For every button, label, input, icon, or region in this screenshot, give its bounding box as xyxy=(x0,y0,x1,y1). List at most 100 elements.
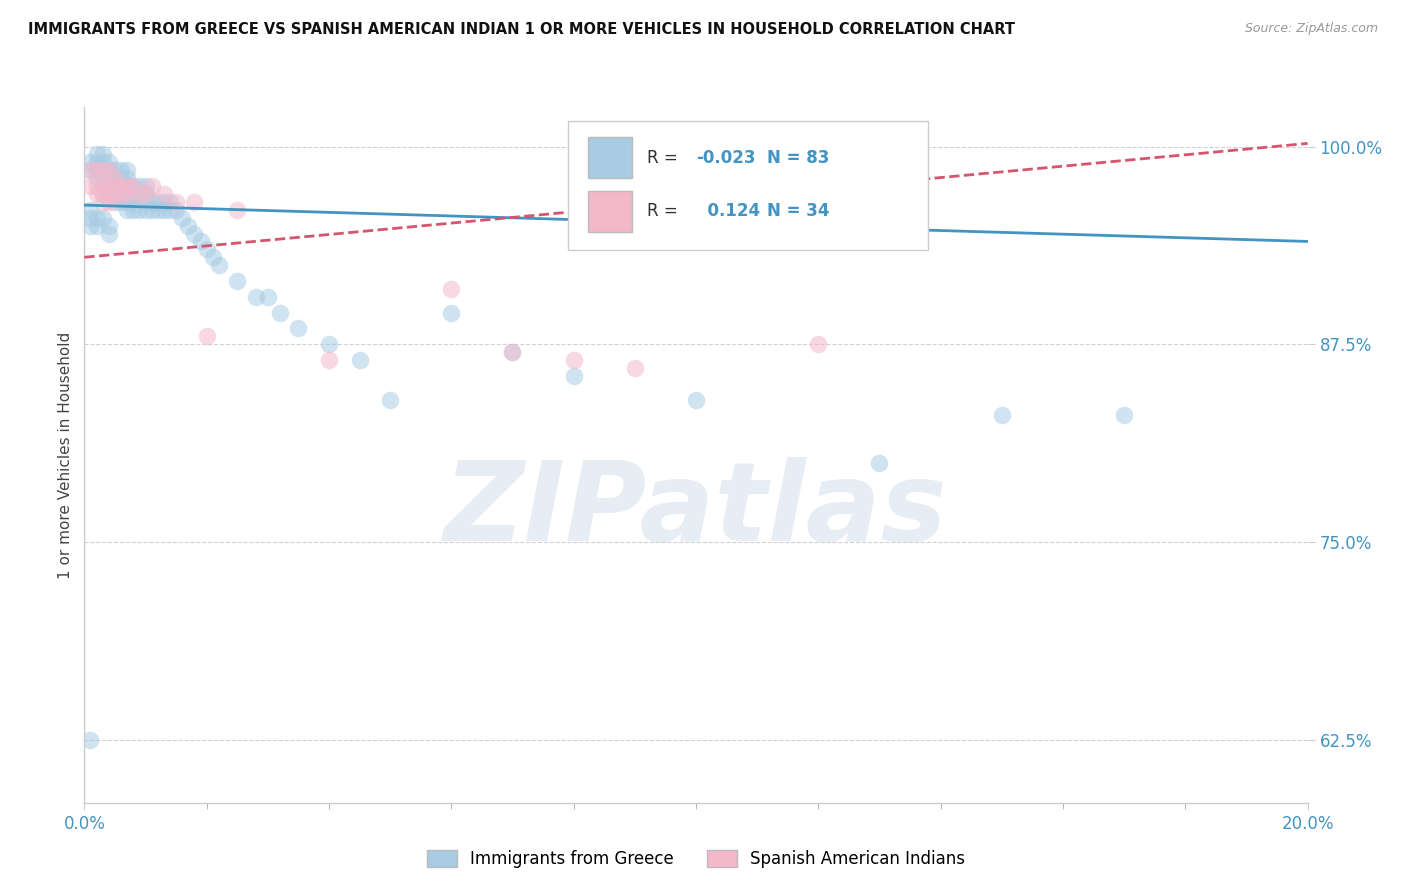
Point xyxy=(97,179,120,194)
Point xyxy=(97,163,120,178)
Text: 0.124: 0.124 xyxy=(696,202,761,220)
Point xyxy=(226,274,249,288)
Point xyxy=(115,202,138,217)
Point xyxy=(183,194,205,209)
Point xyxy=(146,202,169,217)
Point xyxy=(97,163,120,178)
Point xyxy=(104,186,127,201)
Point xyxy=(115,179,138,194)
Point xyxy=(183,227,205,241)
Point xyxy=(141,202,163,217)
Point xyxy=(122,179,145,194)
Point xyxy=(104,179,127,194)
Point xyxy=(110,179,132,194)
Point xyxy=(79,163,101,178)
Point xyxy=(502,345,524,359)
Point xyxy=(86,186,108,201)
Point xyxy=(79,163,101,178)
Point xyxy=(135,202,157,217)
Point xyxy=(97,227,120,241)
Text: R =: R = xyxy=(647,202,683,220)
Point xyxy=(110,179,132,194)
Point xyxy=(86,155,108,169)
Point xyxy=(135,186,157,201)
Point xyxy=(86,211,108,225)
Point xyxy=(91,171,114,186)
Point xyxy=(135,179,157,194)
FancyBboxPatch shape xyxy=(588,137,633,178)
Point xyxy=(97,171,120,186)
Text: -0.023: -0.023 xyxy=(696,149,755,167)
Point xyxy=(91,163,114,178)
Point xyxy=(380,392,402,407)
Point xyxy=(245,290,267,304)
Point xyxy=(122,194,145,209)
Point xyxy=(104,194,127,209)
Text: ZIPatlas: ZIPatlas xyxy=(444,457,948,564)
Point xyxy=(562,353,585,368)
Point xyxy=(79,211,101,225)
Text: N = 34: N = 34 xyxy=(766,202,830,220)
Text: IMMIGRANTS FROM GREECE VS SPANISH AMERICAN INDIAN 1 OR MORE VEHICLES IN HOUSEHOL: IMMIGRANTS FROM GREECE VS SPANISH AMERIC… xyxy=(28,22,1015,37)
Point xyxy=(349,353,371,368)
Point xyxy=(104,163,127,178)
Point xyxy=(318,353,340,368)
Point xyxy=(807,337,830,351)
FancyBboxPatch shape xyxy=(568,121,928,250)
Point xyxy=(869,456,891,470)
Point xyxy=(153,194,176,209)
Point xyxy=(201,250,224,264)
Point xyxy=(177,219,200,233)
Point xyxy=(562,368,585,383)
Point xyxy=(257,290,280,304)
Point xyxy=(86,219,108,233)
Point xyxy=(190,235,212,249)
Point xyxy=(226,202,249,217)
Point xyxy=(86,147,108,161)
Point xyxy=(91,194,114,209)
Point xyxy=(110,171,132,186)
Point xyxy=(91,163,114,178)
Point xyxy=(146,194,169,209)
Point xyxy=(115,179,138,194)
Point xyxy=(79,179,101,194)
Point xyxy=(104,179,127,194)
Point xyxy=(91,179,114,194)
Point xyxy=(86,163,108,178)
Point xyxy=(79,155,101,169)
Point xyxy=(141,194,163,209)
Point xyxy=(91,147,114,161)
Point xyxy=(128,186,150,201)
Point xyxy=(115,194,138,209)
Point xyxy=(165,194,187,209)
Point xyxy=(91,186,114,201)
Point xyxy=(153,186,176,201)
Point xyxy=(318,337,340,351)
Point xyxy=(208,258,231,272)
Point xyxy=(79,219,101,233)
Point xyxy=(172,211,194,225)
Point xyxy=(287,321,309,335)
Point xyxy=(97,194,120,209)
Point xyxy=(86,163,108,178)
FancyBboxPatch shape xyxy=(588,191,633,232)
Point xyxy=(97,219,120,233)
Point xyxy=(502,345,524,359)
Point xyxy=(97,186,120,201)
Point xyxy=(128,179,150,194)
Text: Source: ZipAtlas.com: Source: ZipAtlas.com xyxy=(1244,22,1378,36)
Point xyxy=(159,194,181,209)
Point xyxy=(115,163,138,178)
Point xyxy=(141,179,163,194)
Point xyxy=(91,186,114,201)
Point xyxy=(195,243,218,257)
Point xyxy=(269,305,291,319)
Point xyxy=(128,186,150,201)
Point xyxy=(122,186,145,201)
Point xyxy=(104,186,127,201)
Point xyxy=(86,179,108,194)
Point xyxy=(624,360,647,375)
Point xyxy=(991,409,1014,423)
Point xyxy=(97,179,120,194)
Point xyxy=(110,163,132,178)
